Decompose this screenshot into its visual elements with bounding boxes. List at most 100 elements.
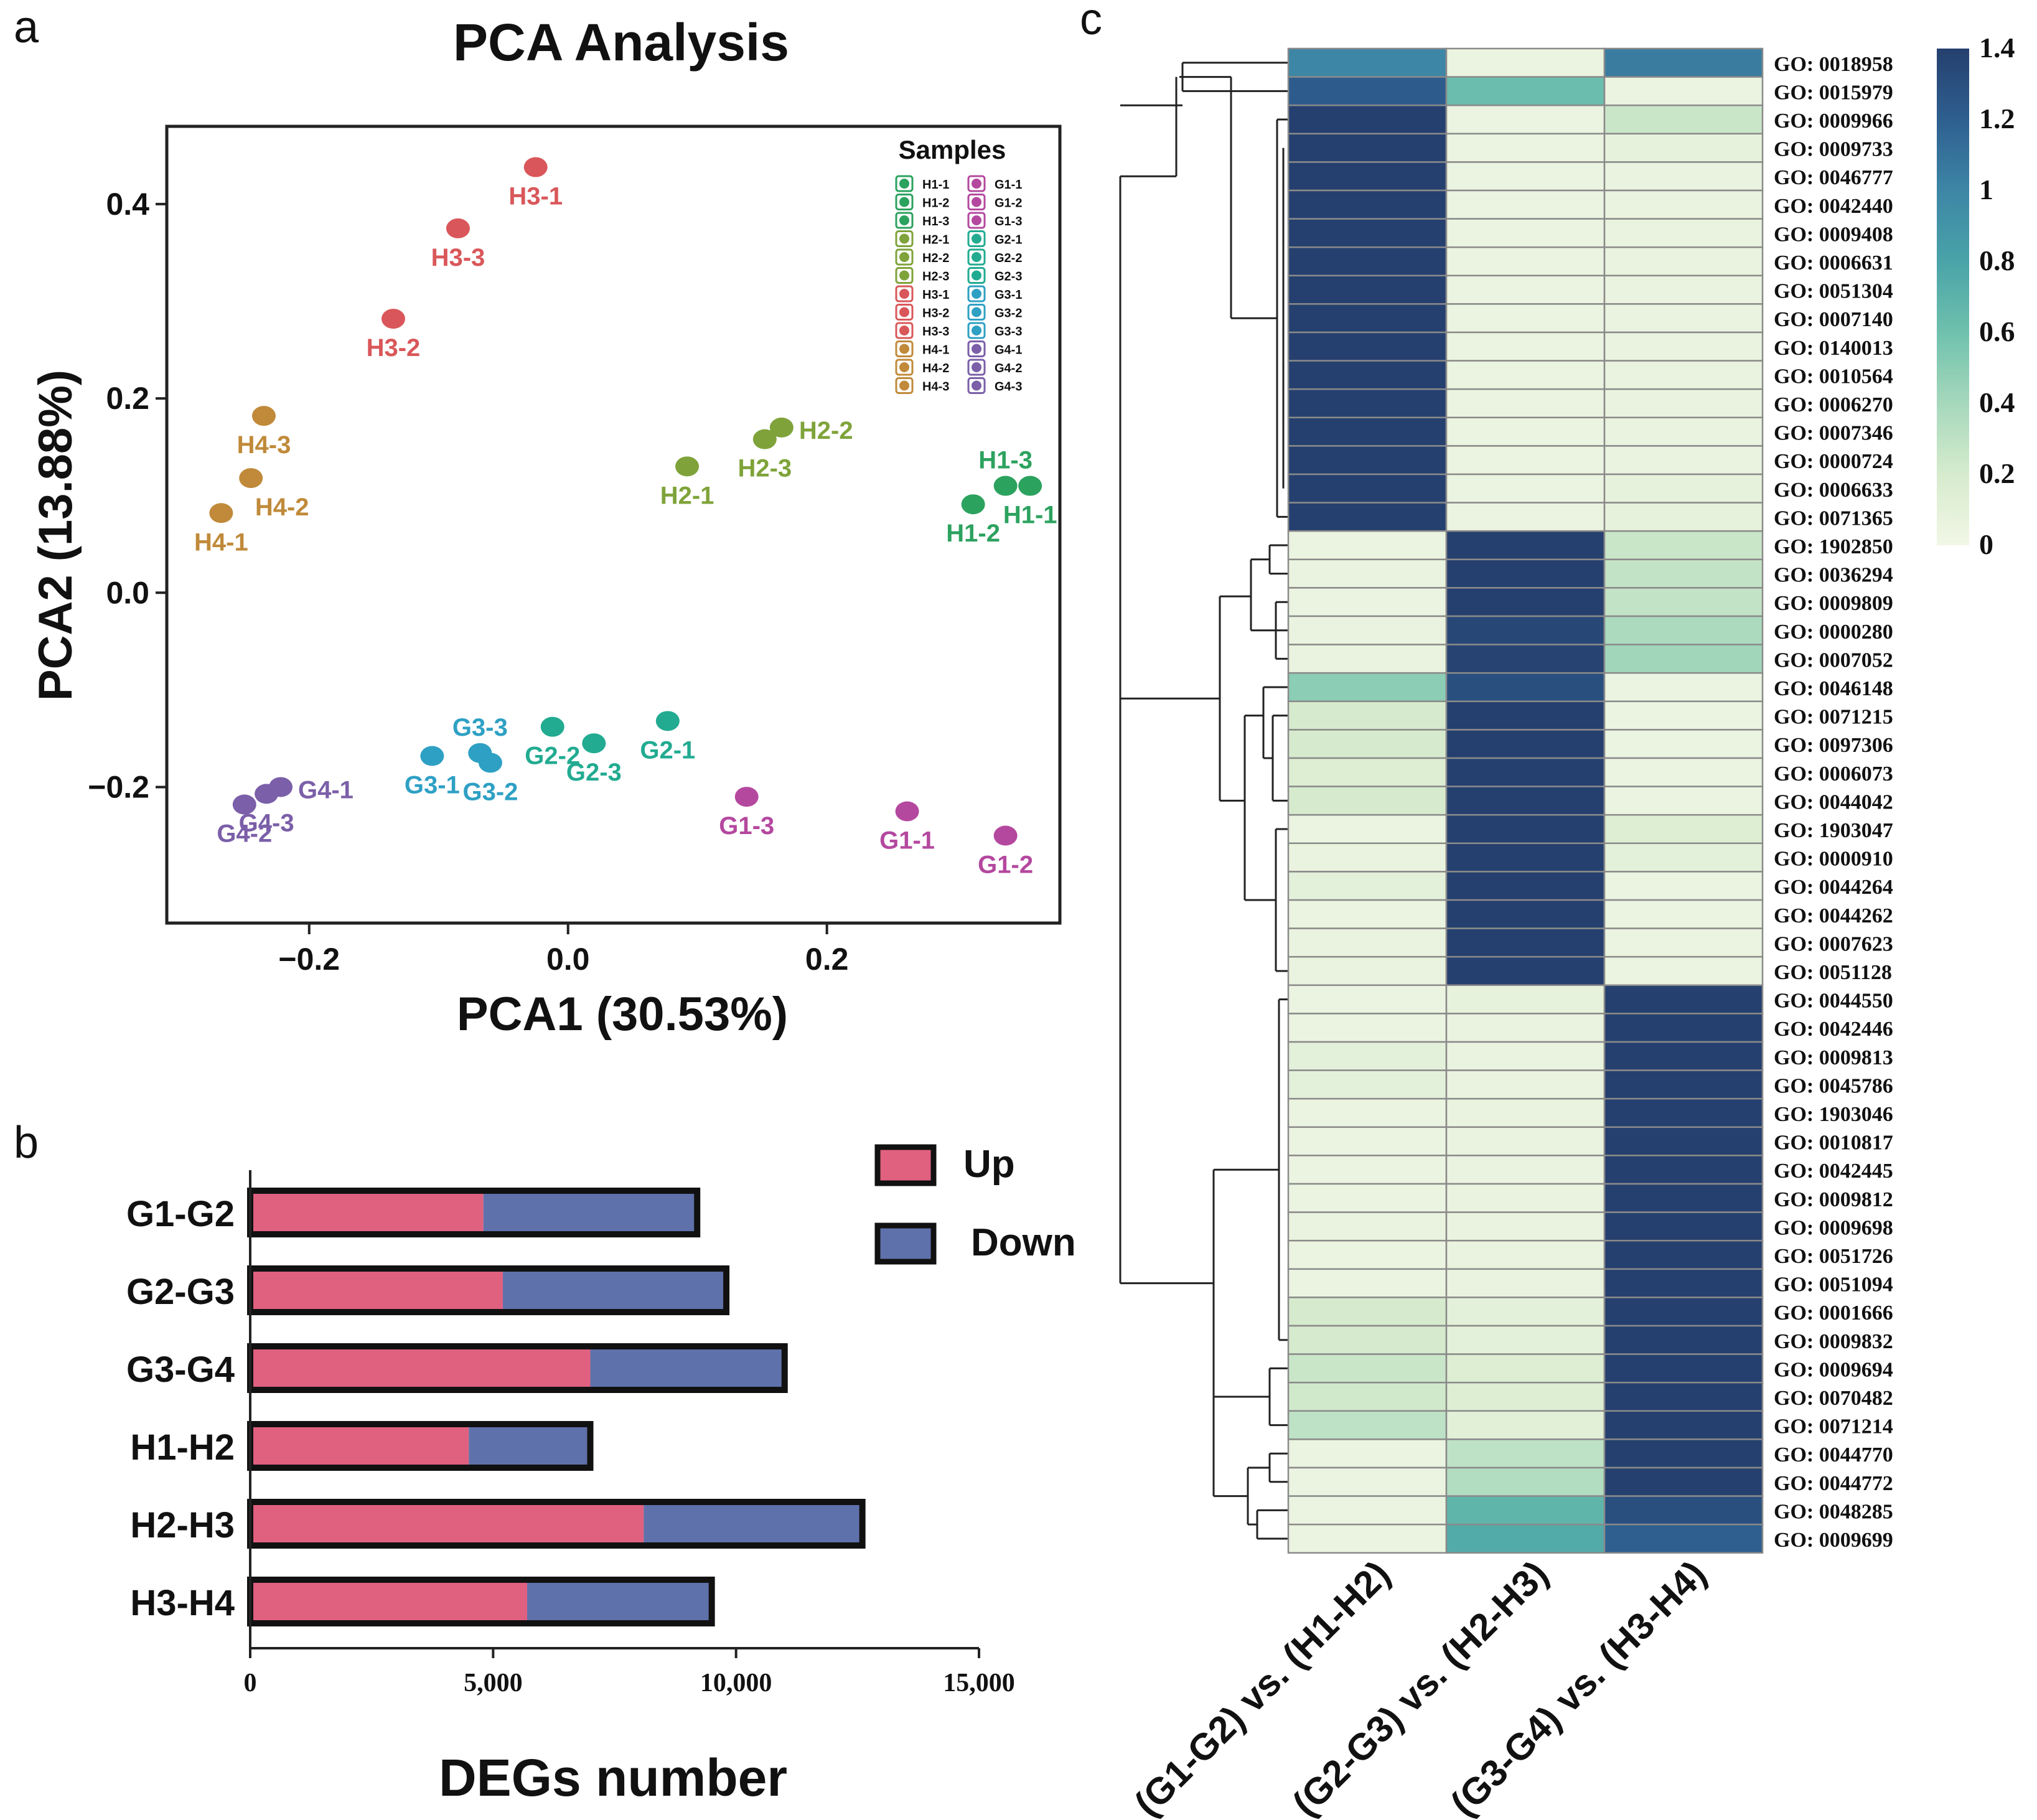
heatmap-row-label: GO: 0009699 bbox=[1774, 1529, 1893, 1552]
heatmap-cell bbox=[1445, 1466, 1606, 1497]
pca-legend-marker bbox=[899, 344, 909, 354]
pca-point bbox=[961, 494, 985, 515]
heatmap-cell bbox=[1603, 615, 1764, 645]
heatmap-cell bbox=[1287, 757, 1448, 787]
pca-point-label: H3-1 bbox=[508, 183, 563, 210]
pca-point-label: H1-2 bbox=[946, 520, 1000, 547]
heatmap-cell bbox=[1287, 189, 1448, 220]
pca-point-label: G4-2 bbox=[217, 820, 272, 848]
heatmap-row-label: GO: 0000910 bbox=[1774, 848, 1893, 871]
bar-segment-down bbox=[644, 1502, 863, 1546]
panel-label-c: c bbox=[1080, 0, 1102, 44]
heatmap-row-label: GO: 0051304 bbox=[1774, 280, 1893, 303]
pca-legend-swatch bbox=[967, 212, 986, 229]
pca-legend-marker bbox=[972, 326, 981, 335]
heatmap-cell bbox=[1287, 161, 1448, 192]
heatmap-cell bbox=[1445, 1097, 1606, 1128]
pca-legend-label: G1-2 bbox=[995, 197, 1022, 210]
heatmap-cell bbox=[1287, 246, 1448, 277]
heatmap-cell bbox=[1603, 1013, 1764, 1043]
bar-x-tick-label: 15,000 bbox=[943, 1669, 1015, 1697]
heatmap-row-label: GO: 0009698 bbox=[1774, 1216, 1893, 1239]
heatmap-cell bbox=[1287, 530, 1448, 561]
heatmap-row-label: GO: 0046777 bbox=[1774, 166, 1893, 189]
heatmap-row-label: GO: 0071215 bbox=[1774, 706, 1893, 729]
pca-legend-marker bbox=[972, 197, 981, 207]
colorbar: 1.4 1.2 1 0.8 0.6 0.4 0.2 0 bbox=[1937, 32, 2015, 560]
heatmap-cell bbox=[1287, 984, 1448, 1015]
heatmap-cell bbox=[1445, 47, 1606, 78]
bar-legend-label: Down bbox=[971, 1221, 1076, 1264]
heatmap-cell bbox=[1287, 104, 1448, 135]
heatmap-cell bbox=[1287, 955, 1448, 987]
heatmap-cell bbox=[1445, 1069, 1606, 1100]
heatmap-cell bbox=[1287, 1013, 1448, 1043]
pca-legend-marker bbox=[899, 289, 909, 299]
heatmap-cell bbox=[1287, 814, 1448, 845]
heatmap-cell bbox=[1445, 871, 1606, 901]
pca-legend-swatch bbox=[967, 267, 986, 284]
pca-legend-marker bbox=[972, 307, 981, 317]
heatmap-cell bbox=[1603, 984, 1764, 1015]
heatmap-cell bbox=[1445, 1013, 1606, 1043]
pca-point-label: G1-1 bbox=[879, 827, 935, 854]
heatmap-cell bbox=[1445, 1325, 1606, 1355]
heatmap-row-label: GO: 1903046 bbox=[1774, 1103, 1893, 1126]
heatmap-row-label: GO: 0044770 bbox=[1774, 1443, 1893, 1466]
bar-segment-up bbox=[250, 1269, 503, 1312]
pca-point bbox=[209, 503, 233, 523]
heatmap-cell bbox=[1287, 1523, 1448, 1554]
pca-legend-label: G1-1 bbox=[995, 178, 1022, 192]
pca-legend-marker bbox=[899, 252, 909, 262]
pca-point bbox=[523, 157, 548, 177]
heatmap-cell bbox=[1287, 1126, 1448, 1156]
pca-legend-label: G4-2 bbox=[995, 362, 1022, 375]
heatmap-cell bbox=[1445, 842, 1606, 873]
heatmap-cell bbox=[1445, 729, 1606, 759]
pca-y-tick-label: −0.2 bbox=[88, 769, 149, 804]
bar-category-label: G3-G4 bbox=[126, 1349, 235, 1390]
heatmap-row-label: GO: 0000724 bbox=[1774, 450, 1893, 473]
heatmap-cell bbox=[1445, 161, 1606, 192]
pca-legend-marker bbox=[899, 380, 909, 391]
bar-category-label: H1-H2 bbox=[130, 1427, 235, 1468]
pca-legend-swatch bbox=[895, 194, 914, 210]
heatmap-row-label: GO: 0071214 bbox=[1774, 1415, 1893, 1438]
bar-segment-down bbox=[590, 1346, 785, 1390]
heatmap-row-label: GO: 0015979 bbox=[1774, 81, 1893, 104]
heatmap-cell bbox=[1603, 360, 1764, 390]
heatmap-cell bbox=[1603, 1211, 1764, 1242]
pca-legend-swatch bbox=[967, 248, 986, 266]
pca-legend: Samples H1-1 H1-2 H1-3 H2-1 H2-2 H2-3 H3-1 H3-2… bbox=[895, 135, 1022, 394]
heatmap-row-label: GO: 0009966 bbox=[1774, 110, 1893, 133]
heatmap-cell bbox=[1287, 1297, 1448, 1327]
heatmap-row-label: GO: 0007052 bbox=[1774, 649, 1893, 672]
colorbar-tick-label: 0 bbox=[1979, 528, 1993, 560]
colorbar-tick-label: 1 bbox=[1979, 174, 1993, 205]
heatmap-cell bbox=[1445, 1041, 1606, 1071]
heatmap-row-label: GO: 0071365 bbox=[1774, 507, 1893, 530]
heatmap-cell bbox=[1603, 1438, 1764, 1469]
colorbar-tick-label: 0.6 bbox=[1979, 316, 2015, 347]
heatmap-cell bbox=[1603, 1069, 1764, 1100]
heatmap-row-label: GO: 0001666 bbox=[1774, 1302, 1893, 1325]
heatmap-cell bbox=[1603, 1325, 1764, 1355]
heatmap-row-label: GO: 0009809 bbox=[1774, 592, 1893, 615]
pca-legend-marker bbox=[899, 326, 909, 335]
heatmap-row-label: GO: 0042440 bbox=[1774, 195, 1893, 218]
heatmap-cell bbox=[1603, 672, 1764, 703]
pca-point-label: H1-1 bbox=[1003, 502, 1057, 529]
heatmap-cell bbox=[1445, 558, 1606, 589]
heatmap-cell bbox=[1603, 729, 1764, 759]
pca-point-label: G1-2 bbox=[978, 851, 1033, 879]
heatmap-cell bbox=[1287, 360, 1448, 390]
heatmap-cell bbox=[1287, 729, 1448, 759]
heatmap-cell bbox=[1287, 445, 1448, 476]
pca-legend-label: H4-2 bbox=[922, 362, 949, 375]
heatmap-cell bbox=[1287, 1211, 1448, 1242]
bar-segment-up bbox=[250, 1191, 484, 1234]
pca-point-label: H4-3 bbox=[237, 431, 291, 459]
pca-point bbox=[734, 787, 759, 807]
heatmap-cell bbox=[1445, 615, 1606, 645]
heatmap-cell bbox=[1287, 274, 1448, 305]
